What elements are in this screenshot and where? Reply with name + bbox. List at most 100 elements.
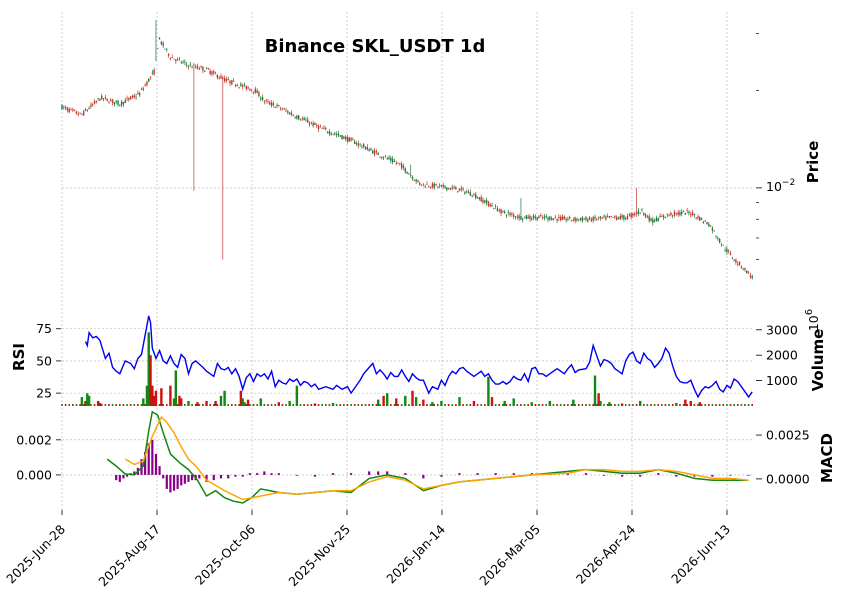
volume-bar <box>715 404 717 406</box>
price-candle-body <box>341 135 343 140</box>
macd-histogram-bar <box>154 453 158 475</box>
macd-histogram-bar <box>125 474 129 477</box>
volume-bar <box>487 376 490 406</box>
volume-bar <box>274 404 277 406</box>
volume-bar <box>563 404 566 406</box>
price-candle-body <box>496 208 499 212</box>
volume-bar <box>137 404 139 406</box>
volume-bar <box>111 404 114 406</box>
price-candle-body <box>556 218 558 221</box>
rsi-ylabel: RSI <box>10 343 28 371</box>
price-candle-body <box>420 184 423 186</box>
volume-bar <box>214 400 217 406</box>
volume-bar <box>530 402 533 406</box>
price-candle-body <box>518 215 520 219</box>
price-candle-body <box>453 187 455 189</box>
price-candle-body <box>231 80 233 85</box>
volume-bar <box>234 404 237 406</box>
volume-bar <box>596 404 598 406</box>
price-candle-body <box>64 107 67 109</box>
price-candle-body <box>699 216 701 221</box>
volume-bar <box>68 404 71 406</box>
volume-bar <box>93 404 96 406</box>
price-candle-body <box>587 219 589 222</box>
volume-bar <box>404 395 407 406</box>
price-candle-body <box>455 186 457 190</box>
price-candle-body <box>167 53 170 56</box>
price-candle-body <box>643 212 645 215</box>
macd-histogram-bar <box>476 473 479 475</box>
volume-bar <box>440 400 443 406</box>
price-candle-body <box>270 102 273 106</box>
volume-bar <box>700 404 703 406</box>
volume-bar <box>187 400 190 406</box>
volume-bar <box>698 402 701 406</box>
price-candles <box>61 20 753 280</box>
macd-histogram-bar <box>144 452 147 475</box>
macd-histogram-bar <box>494 473 497 475</box>
price-candle-body <box>93 101 96 104</box>
macd-histogram-bar <box>165 474 168 489</box>
volume-bar <box>84 400 87 406</box>
price-candle-body <box>184 61 186 63</box>
price-candle-body <box>666 213 668 215</box>
macd-histogram-bar <box>512 473 515 475</box>
price-candle-body <box>106 98 108 101</box>
volume-bar <box>548 400 552 406</box>
volume-bar <box>509 404 511 406</box>
price-candle-body <box>610 215 612 217</box>
volume-bar <box>212 404 215 406</box>
price-candle-body <box>529 215 531 219</box>
volume-bar <box>747 404 750 406</box>
price-candle-body <box>328 131 331 134</box>
price-candle-body <box>135 96 137 98</box>
price-candle-body <box>625 218 627 219</box>
volume-bar <box>599 400 602 406</box>
volume-bar <box>751 404 753 406</box>
macd-histogram-bar <box>180 474 183 486</box>
price-candle-body <box>352 139 354 141</box>
macd-histogram-bar <box>248 473 252 475</box>
price-candle-body <box>446 187 448 191</box>
volume-bar <box>285 404 287 406</box>
price-tick-main: 10 <box>766 179 782 194</box>
price-candle-body <box>144 85 146 86</box>
price-candle-body <box>337 133 340 136</box>
price-candle-body <box>400 163 403 169</box>
price-candle-body <box>281 108 284 110</box>
volume-bar <box>395 398 398 406</box>
price-candle-body <box>339 135 341 137</box>
volume-bar <box>194 404 197 406</box>
volume-bar <box>259 398 262 406</box>
price-candle-body <box>77 114 79 115</box>
price-ylabel: Price <box>804 141 822 184</box>
price-candle-body <box>95 101 98 103</box>
volume-bar <box>245 404 248 406</box>
price-candle-body <box>433 183 435 188</box>
price-candle-body <box>247 87 249 89</box>
volume-bar <box>494 404 497 406</box>
volume-bar <box>679 404 681 406</box>
volume-bar <box>82 404 85 406</box>
price-candle-body <box>314 123 316 125</box>
price-candle-body <box>585 217 587 220</box>
volume-bar <box>154 390 158 406</box>
volume-bar <box>313 403 317 406</box>
volume-bar <box>588 404 591 406</box>
price-candle-body <box>650 218 652 221</box>
price-candle-body <box>671 215 674 217</box>
volume-bar <box>321 404 323 406</box>
volume-bar <box>270 404 273 406</box>
price-candle-body <box>543 216 546 219</box>
price-candle-body <box>536 217 538 220</box>
price-candle-body <box>126 98 128 100</box>
macd-histogram-bar <box>639 474 642 477</box>
price-candle-body <box>330 133 332 135</box>
price-candle-body <box>715 236 717 238</box>
price-candle-body <box>88 107 90 109</box>
macd-histogram-bar <box>458 473 461 475</box>
price-candle-body <box>357 143 360 146</box>
price-candle-body <box>222 77 224 79</box>
price-candle-body <box>615 216 618 220</box>
macd-histogram-bar <box>241 474 244 477</box>
